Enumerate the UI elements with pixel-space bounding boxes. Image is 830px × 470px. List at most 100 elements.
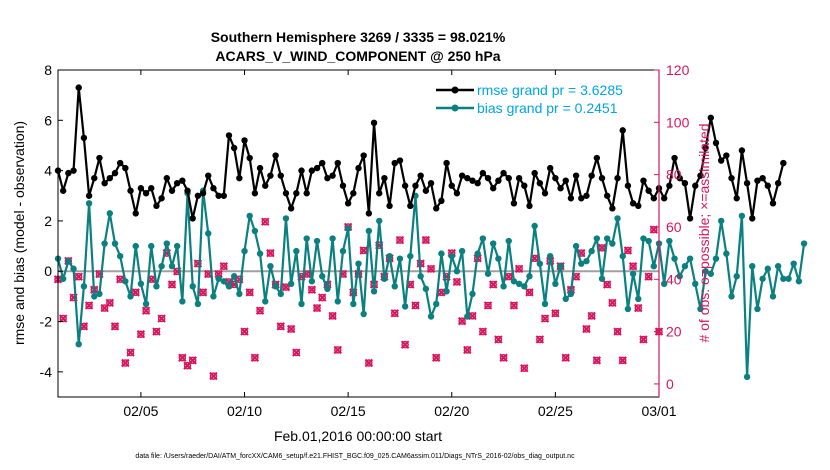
- obs-possible-marker: [613, 327, 622, 336]
- bias-point: [671, 255, 678, 262]
- obs-assimilated-stroke: [198, 288, 208, 297]
- rmse-point: [598, 174, 606, 182]
- bias-point: [712, 255, 720, 262]
- bias-point: [241, 247, 248, 255]
- obs-assimilated-stroke: [141, 306, 151, 315]
- obs-assimilated-marker: [634, 303, 643, 313]
- bias-point: [780, 275, 787, 282]
- bias-point: [790, 260, 797, 267]
- y-right-tick-label: 0: [666, 376, 674, 392]
- rmse-point: [91, 174, 98, 182]
- bias-point: [101, 240, 108, 247]
- bias-point: [293, 247, 300, 255]
- legend-bias-label: bias grand pr = 0.2451: [477, 100, 618, 116]
- obs-assimilated-stroke: [525, 288, 534, 297]
- obs-assimilated-stroke: [276, 322, 285, 331]
- bias-point: [267, 263, 274, 270]
- obs-assimilated-stroke: [597, 243, 607, 253]
- obs-possible-marker: [639, 335, 648, 344]
- obs-assimilated-stroke: [432, 353, 441, 362]
- rmse-point: [142, 190, 150, 197]
- obs-assimilated-marker: [240, 327, 249, 336]
- bias-point: [479, 235, 487, 242]
- y-right-tick-label: 40: [666, 271, 682, 287]
- obs-possible-marker: [525, 288, 534, 297]
- bias-point: [733, 273, 740, 280]
- obs-assimilated-stroke: [255, 306, 265, 315]
- rmse-point: [101, 179, 108, 187]
- bias-point: [381, 275, 388, 282]
- bias-point: [376, 217, 383, 225]
- obs-assimilated-marker: [84, 301, 94, 310]
- obs-assimilated-marker: [432, 353, 441, 362]
- bias-point: [205, 230, 212, 237]
- bias-point: [717, 217, 725, 225]
- bias-point: [681, 263, 689, 270]
- obs-assimilated-stroke: [307, 285, 317, 294]
- obs-assimilated-marker: [276, 322, 285, 331]
- obs-assimilated-marker: [623, 246, 633, 255]
- bias-point: [163, 240, 171, 247]
- rmse-point: [365, 210, 373, 217]
- bias-point: [785, 275, 792, 282]
- x-axis-label: Feb.01,2016 00:00:00 start: [274, 428, 442, 444]
- rmse-point: [148, 185, 155, 192]
- bias-point: [484, 270, 492, 277]
- bias-point: [738, 212, 746, 220]
- obs-assimilated-stroke: [157, 314, 166, 323]
- y-tick-label: 4: [44, 163, 52, 179]
- legend-bias-marker: [451, 104, 459, 112]
- rmse-point: [116, 159, 124, 167]
- obs-possible-marker: [396, 236, 404, 244]
- bias-point: [355, 260, 362, 267]
- rmse-point: [562, 177, 569, 184]
- rmse-point: [728, 174, 735, 182]
- bias-point: [764, 265, 772, 272]
- rmse-point: [267, 172, 274, 179]
- y-tick-label: 0: [44, 263, 52, 279]
- obs-assimilated-stroke: [613, 327, 622, 336]
- bias-point: [75, 340, 82, 348]
- bias-point: [759, 275, 766, 282]
- rmse-point: [541, 190, 549, 197]
- rmse-point: [510, 200, 518, 207]
- obs-possible-marker: [624, 246, 632, 255]
- obs-assimilated-marker: [483, 301, 493, 310]
- rmse-point: [448, 182, 455, 189]
- data-file-footnote: data file: /Users/raeder/DAI/ATM_forcXX/…: [135, 453, 575, 460]
- obs-possible-marker: [427, 265, 435, 273]
- rmse-point: [754, 177, 761, 184]
- bias-point: [262, 298, 269, 305]
- rmse-point: [666, 182, 673, 189]
- obs-possible-marker: [551, 309, 560, 318]
- rmse-point: [355, 164, 362, 172]
- obs-assimilated-stroke: [318, 293, 327, 302]
- bias-point: [531, 222, 538, 230]
- bias-point: [236, 290, 243, 298]
- bias-point: [220, 278, 227, 285]
- obs-assimilated-marker: [478, 327, 488, 336]
- obs-possible-marker: [489, 280, 497, 289]
- obs-possible-marker: [479, 327, 487, 336]
- obs-possible-marker: [240, 327, 249, 336]
- rmse-point: [80, 134, 88, 142]
- bias-point: [168, 263, 176, 270]
- bias-point: [614, 215, 621, 222]
- rmse-point: [588, 172, 595, 179]
- rmse-point: [189, 215, 196, 222]
- rmse-point: [153, 202, 160, 210]
- obs-assimilated-stroke: [58, 314, 68, 323]
- obs-assimilated-stroke: [115, 275, 125, 284]
- bias-point: [603, 235, 611, 242]
- chart-title: Southern Hemisphere 3269 / 3335 = 98.021…: [211, 29, 506, 45]
- bias-point: [774, 263, 782, 270]
- rmse-point: [308, 167, 316, 174]
- rmse-point: [96, 154, 103, 162]
- rmse-point: [453, 190, 461, 197]
- bias-point: [59, 275, 67, 282]
- bias-point: [562, 295, 569, 303]
- bias-point: [578, 260, 585, 267]
- bias-point: [142, 300, 150, 308]
- obs-possible-marker: [313, 304, 321, 312]
- obs-assimilated-stroke: [121, 358, 130, 368]
